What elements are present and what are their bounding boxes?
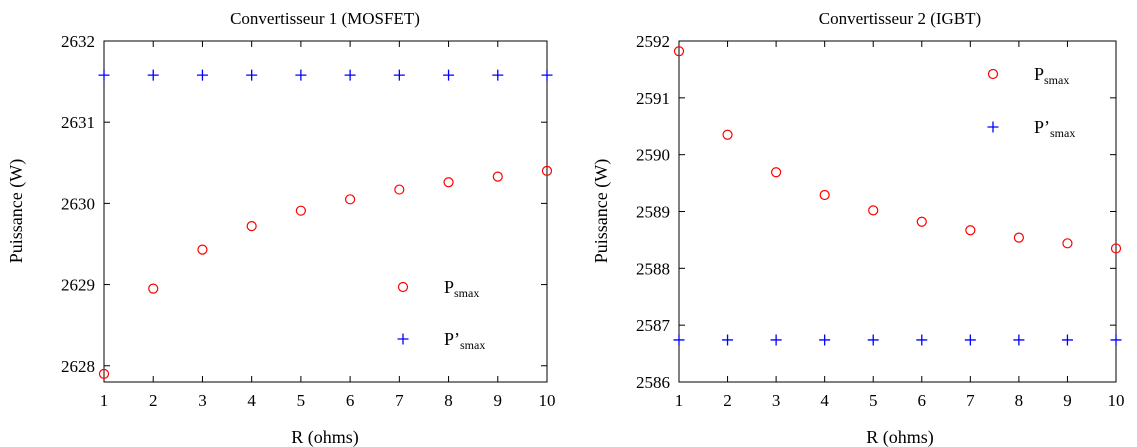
- data-point-psmax: [868, 205, 879, 216]
- x-axis-label: R (ohms): [291, 427, 359, 447]
- data-point-psmax: [443, 177, 454, 188]
- x-tick-label: 6: [918, 391, 927, 410]
- x-tick-label: 2: [149, 391, 158, 410]
- legend: Psmax P’smax: [397, 277, 485, 352]
- legend-circle-marker: [397, 281, 409, 293]
- data-marks: [98, 69, 553, 379]
- x-tick-label: 8: [1015, 391, 1024, 410]
- axis-ticks: 1 2 3 4 5 6 7 8 9 10 2628 2629 2630 2631 2632: [61, 32, 556, 410]
- plot-frame: [103, 40, 548, 383]
- data-point-pprime-smax: [492, 69, 504, 81]
- data-point-psmax: [492, 171, 503, 182]
- data-point-psmax: [1062, 238, 1073, 249]
- y-tick-label: 2629: [61, 276, 95, 295]
- data-marks: [673, 46, 1122, 346]
- x-tick-label: 10: [1108, 391, 1125, 410]
- data-point-psmax: [197, 244, 208, 255]
- data-point-psmax: [541, 165, 553, 177]
- y-tick-label: 2631: [61, 113, 95, 132]
- data-point-pprime-smax: [246, 69, 258, 81]
- y-axis-label: Puissance (W): [6, 159, 27, 263]
- data-point-psmax: [819, 189, 830, 201]
- x-tick-label: 2: [723, 391, 732, 410]
- x-tick-label: 6: [346, 391, 355, 410]
- data-point-psmax: [295, 205, 306, 216]
- data-point-psmax: [1013, 232, 1024, 243]
- x-tick-label: 9: [494, 391, 503, 410]
- data-point-pprime-smax: [819, 334, 831, 346]
- data-point-psmax: [965, 225, 976, 236]
- data-point-pprime-smax: [916, 334, 928, 346]
- x-tick-label: 3: [198, 391, 207, 410]
- x-tick-label: 5: [297, 391, 306, 410]
- legend-circle-marker: [987, 68, 999, 80]
- data-point-pprime-smax: [770, 334, 782, 346]
- data-point-pprime-smax: [147, 69, 159, 81]
- chart-title: Convertisseur 2 (IGBT): [819, 9, 981, 28]
- data-point-pprime-smax: [541, 69, 553, 81]
- data-point-pprime-smax: [1061, 334, 1073, 346]
- data-point-psmax: [673, 46, 685, 57]
- data-point-psmax: [98, 368, 110, 379]
- legend-label-psmax: Psmax: [444, 277, 479, 300]
- legend-label-psmax: Psmax: [1034, 64, 1069, 87]
- data-point-psmax: [394, 184, 405, 195]
- data-point-pprime-smax: [1013, 334, 1025, 346]
- legend-plus-marker: [987, 121, 999, 133]
- data-point-psmax: [916, 216, 927, 227]
- y-tick-label: 2628: [61, 357, 95, 376]
- data-point-psmax: [1110, 243, 1122, 254]
- data-point-pprime-smax: [722, 334, 734, 346]
- x-tick-label: 1: [675, 391, 684, 410]
- y-tick-label: 2588: [636, 259, 670, 278]
- y-tick-label: 2586: [636, 373, 670, 392]
- chart-mosfet: Convertisseur 1 (MOSFET) R (ohms) Puissa…: [6, 9, 556, 447]
- chart-igbt: Convertisseur 2 (IGBT) R (ohms) Puissanc…: [591, 9, 1125, 447]
- data-point-psmax: [148, 283, 159, 294]
- y-tick-label: 2632: [61, 32, 95, 51]
- data-point-pprime-smax: [443, 69, 455, 81]
- x-tick-label: 3: [772, 391, 781, 410]
- data-point-pprime-smax: [295, 69, 307, 81]
- y-tick-label: 2630: [61, 194, 95, 213]
- legend-label-pprime-smax: P’smax: [1034, 117, 1075, 140]
- legend-plus-marker: [397, 333, 409, 345]
- x-tick-label: 7: [966, 391, 975, 410]
- y-tick-label: 2591: [636, 89, 670, 108]
- x-tick-label: 9: [1063, 391, 1072, 410]
- data-point-pprime-smax: [344, 69, 356, 81]
- plot-frame: [678, 40, 1117, 383]
- chart-title: Convertisseur 1 (MOSFET): [230, 9, 420, 28]
- x-tick-label: 8: [444, 391, 453, 410]
- data-point-pprime-smax: [196, 69, 208, 81]
- data-point-pprime-smax: [673, 334, 685, 346]
- data-point-pprime-smax: [964, 334, 976, 346]
- data-point-pprime-smax: [393, 69, 405, 81]
- data-point-pprime-smax: [1110, 334, 1122, 346]
- y-axis-label: Puissance (W): [591, 159, 612, 263]
- x-axis-label: R (ohms): [866, 427, 934, 447]
- x-tick-label: 10: [539, 391, 556, 410]
- data-point-pprime-smax: [98, 69, 110, 81]
- data-point-psmax: [246, 221, 257, 232]
- data-point-psmax: [771, 167, 782, 178]
- legend: Psmax P’smax: [987, 64, 1075, 140]
- y-tick-label: 2587: [636, 316, 671, 335]
- data-point-psmax: [345, 194, 356, 205]
- y-tick-label: 2590: [636, 146, 670, 165]
- y-tick-label: 2589: [636, 203, 670, 222]
- x-tick-label: 4: [247, 391, 256, 410]
- x-tick-label: 1: [100, 391, 109, 410]
- axis-ticks: 1 2 3 4 5 6 7 8 9 10 2586 2587 2588 2589 2590 2591 2592: [636, 32, 1125, 410]
- x-tick-label: 5: [869, 391, 878, 410]
- data-point-psmax: [722, 129, 733, 140]
- x-tick-label: 7: [395, 391, 404, 410]
- data-point-pprime-smax: [867, 334, 879, 346]
- x-tick-label: 4: [820, 391, 829, 410]
- legend-label-pprime-smax: P’smax: [444, 329, 485, 352]
- y-tick-label: 2592: [636, 32, 670, 51]
